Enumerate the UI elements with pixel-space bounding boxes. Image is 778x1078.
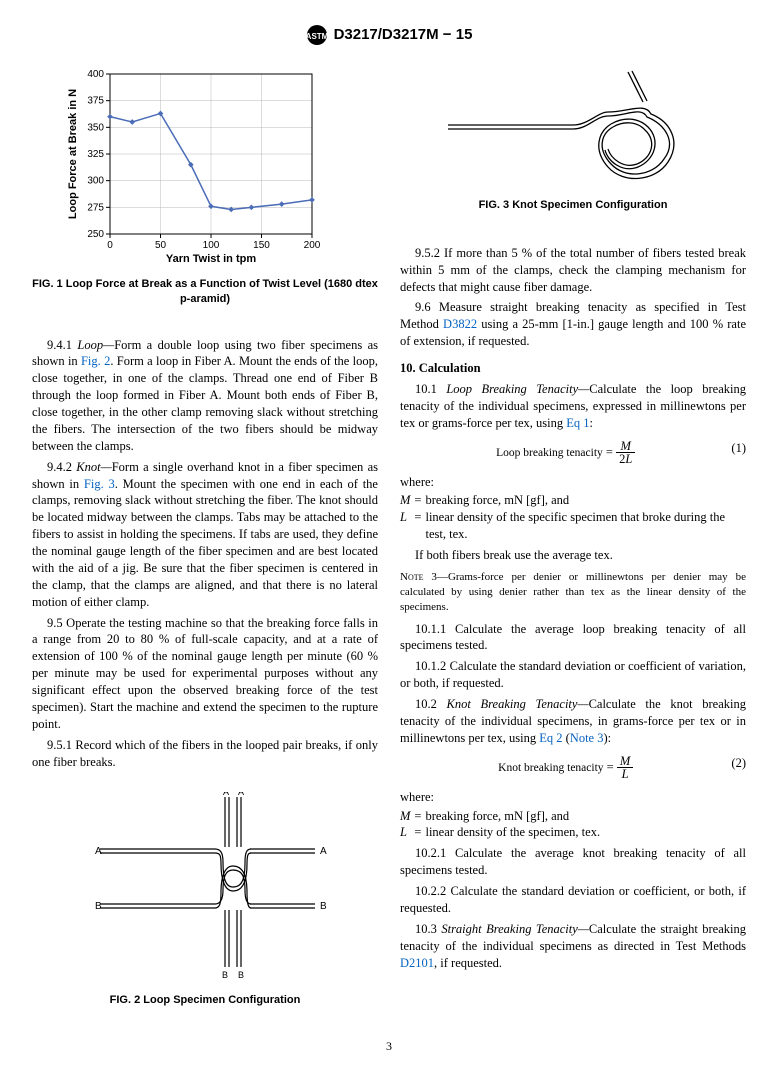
fig3-link[interactable]: Fig. 3 xyxy=(84,477,115,491)
section-10-heading: 10. Calculation xyxy=(400,360,746,377)
svg-text:B: B xyxy=(222,970,228,980)
para-10-3: 10.3 Straight Breaking Tenacity—Calculat… xyxy=(400,921,746,972)
svg-text:325: 325 xyxy=(87,149,104,160)
svg-text:A: A xyxy=(320,846,327,857)
para-9-5-2: 9.5.2 If more than 5 % of the total numb… xyxy=(400,245,746,296)
svg-text:B: B xyxy=(238,970,244,980)
para-9-5: 9.5 Operate the testing machine so that … xyxy=(32,615,378,733)
svg-text:0: 0 xyxy=(107,240,113,251)
para-10-2-2: 10.2.2 Calculate the standard deviation … xyxy=(400,883,746,917)
equation-2: Knot breaking tenacity = ML (2) xyxy=(400,755,746,781)
note3-link[interactable]: Note 3 xyxy=(570,731,604,745)
fig3-diagram: FIG. 3 Knot Specimen Configuration xyxy=(400,62,746,213)
para-9-6: 9.6 Measure straight breaking tenacity a… xyxy=(400,299,746,350)
fig1-chart: 250 275 300 325 350 375 400 0 50 100 150 200 Yarn Tw… xyxy=(62,66,378,271)
svg-text:250: 250 xyxy=(87,229,104,240)
definitions-1: M=breaking force, mN [gf], and L=linear … xyxy=(400,492,746,543)
where-label-2: where: xyxy=(400,789,746,806)
svg-text:50: 50 xyxy=(155,240,167,251)
fig2-link[interactable]: Fig. 2 xyxy=(81,354,110,368)
fig3-caption: FIG. 3 Knot Specimen Configuration xyxy=(400,198,746,213)
para-10-1: 10.1 Loop Breaking Tenacity—Calculate th… xyxy=(400,381,746,432)
para-10-1-2: 10.1.2 Calculate the standard deviation … xyxy=(400,658,746,692)
svg-text:Loop Force at Break in N: Loop Force at Break in N xyxy=(67,89,79,219)
svg-text:B: B xyxy=(95,901,102,912)
para-10-2: 10.2 Knot Breaking Tenacity—Calculate th… xyxy=(400,696,746,747)
fig1-caption: FIG. 1 Loop Force at Break as a Function… xyxy=(32,277,378,307)
svg-text:B: B xyxy=(320,901,327,912)
svg-text:A: A xyxy=(95,846,102,857)
d2101-link[interactable]: D2101 xyxy=(400,956,434,970)
equation-1: Loop breaking tenacity = M2L (1) xyxy=(400,440,746,466)
page-header: ASTM D3217/D3217M − 15 xyxy=(32,24,746,46)
svg-text:400: 400 xyxy=(87,69,104,80)
para-9-4-2: 9.4.2 Knot—Form a single overhand knot i… xyxy=(32,459,378,611)
para-9-5-1: 9.5.1 Record which of the fibers in the … xyxy=(32,737,378,771)
where-label-1: where: xyxy=(400,474,746,491)
para-10-2-1: 10.2.1 Calculate the average knot breaki… xyxy=(400,845,746,879)
para-9-4-1: 9.4.1 Loop—Form a double loop using two … xyxy=(32,337,378,455)
svg-text:350: 350 xyxy=(87,122,104,133)
svg-text:Yarn Twist in tpm: Yarn Twist in tpm xyxy=(166,253,256,265)
svg-text:275: 275 xyxy=(87,202,104,213)
svg-text:150: 150 xyxy=(253,240,270,251)
fig2-diagram: A A B B A A B B FIG. 2 Loop Specimen Con… xyxy=(32,792,378,1008)
definitions-2: M=breaking force, mN [gf], and L=linear … xyxy=(400,808,604,842)
svg-text:300: 300 xyxy=(87,176,104,187)
svg-text:A: A xyxy=(223,792,229,797)
designation-text: D3217/D3217M − 15 xyxy=(334,26,473,43)
para-10-1-1: 10.1.1 Calculate the average loop breaki… xyxy=(400,621,746,655)
svg-text:200: 200 xyxy=(304,240,321,251)
fig2-caption: FIG. 2 Loop Specimen Configuration xyxy=(32,993,378,1008)
astm-logo-icon: ASTM xyxy=(306,24,328,46)
eq1-link[interactable]: Eq 1 xyxy=(566,416,589,430)
svg-text:375: 375 xyxy=(87,96,104,107)
svg-text:A: A xyxy=(238,792,244,797)
note-3: Note 3—Grams-force per denier or milline… xyxy=(400,570,746,615)
svg-text:ASTM: ASTM xyxy=(306,32,328,41)
eq2-link[interactable]: Eq 2 xyxy=(539,731,562,745)
avg-tex-note: If both fibers break use the average tex… xyxy=(400,547,746,564)
d3822-link[interactable]: D3822 xyxy=(443,317,477,331)
svg-text:100: 100 xyxy=(203,240,220,251)
